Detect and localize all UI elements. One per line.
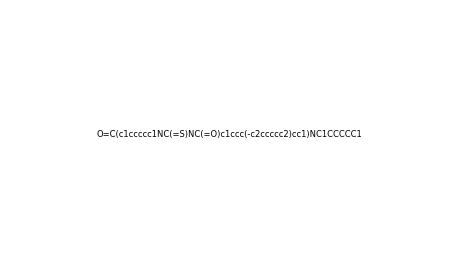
Text: O=C(c1ccccc1NC(=S)NC(=O)c1ccc(-c2ccccc2)cc1)NC1CCCCC1: O=C(c1ccccc1NC(=S)NC(=O)c1ccc(-c2ccccc2)… <box>96 129 362 139</box>
